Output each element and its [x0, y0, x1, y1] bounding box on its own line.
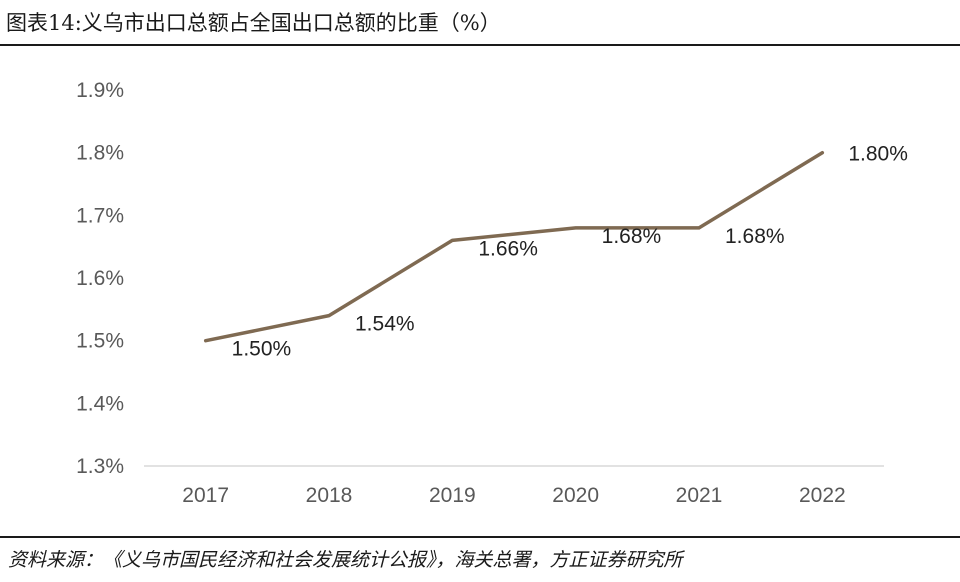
y-tick-label: 1.8%	[76, 142, 124, 165]
data-label: 1.80%	[848, 143, 908, 166]
x-tick-label: 2019	[429, 484, 476, 507]
y-tick-label: 1.3%	[76, 455, 124, 478]
x-axis-ticks: 2017 2018 2019 2020 2021 2022	[182, 484, 845, 507]
data-label: 1.66%	[478, 237, 538, 260]
x-tick-label: 2020	[552, 484, 599, 507]
top-rule	[0, 44, 960, 46]
x-tick-label: 2022	[799, 484, 846, 507]
data-labels: 1.50% 1.54% 1.66% 1.68% 1.68% 1.80%	[232, 143, 908, 361]
y-tick-label: 1.9%	[76, 79, 124, 102]
y-axis-ticks: 1.3% 1.4% 1.5% 1.6% 1.7% 1.8% 1.9%	[76, 79, 124, 478]
data-label: 1.68%	[725, 225, 785, 248]
source-note: 资料来源：《义乌市国民经济和社会发展统计公报》，海关总署，方正证券研究所	[8, 549, 683, 571]
y-tick-label: 1.7%	[76, 204, 124, 227]
y-tick-label: 1.5%	[76, 330, 124, 353]
x-tick-label: 2017	[182, 484, 229, 507]
x-tick-label: 2021	[676, 484, 723, 507]
bottom-rule	[0, 536, 960, 538]
y-tick-label: 1.4%	[76, 392, 124, 415]
series-line	[203, 150, 825, 343]
line-chart: 1.3%1.4%1.5%1.6%1.7%1.8%1.9% 2017 2018 201…	[76, 79, 908, 507]
data-label: 1.54%	[355, 313, 415, 336]
y-tick-label: 1.6%	[76, 267, 124, 290]
data-label: 1.50%	[232, 338, 292, 361]
x-tick-label: 2018	[306, 484, 353, 507]
data-label: 1.68%	[602, 225, 662, 248]
chart-title: 图表14:义乌市出口总额占全国出口总额的比重（%）	[6, 11, 501, 35]
